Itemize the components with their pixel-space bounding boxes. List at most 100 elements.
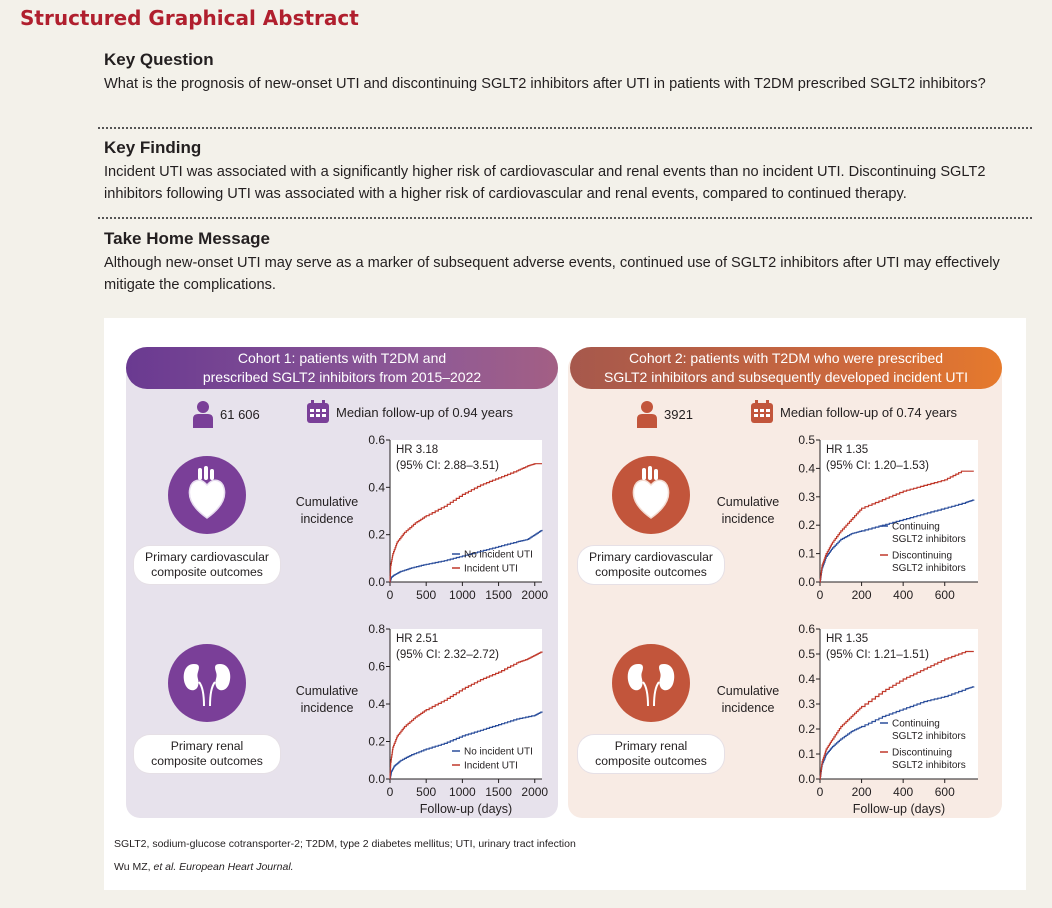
x-tick-label: 500 (416, 785, 436, 799)
heart-icon (188, 466, 226, 519)
y-tick-label: 0.1 (798, 747, 815, 761)
citation: Wu MZ, et al. European Heart Journal. (114, 861, 294, 873)
legend-label: Discontinuing (892, 551, 952, 562)
x-axis-label: Follow-up (days) (853, 802, 945, 816)
y-tick-label: 0.3 (798, 697, 815, 711)
person-icon (637, 401, 657, 428)
calendar-icon (307, 400, 329, 423)
kidney-icon (627, 664, 675, 707)
hr-label: HR 2.51 (396, 633, 438, 645)
legend-label: SGLT2 inhibitors (892, 731, 966, 742)
y-tick-label: 0.4 (798, 672, 815, 686)
x-tick-label: 400 (893, 588, 913, 602)
cohort1-patient-count: 61 606 (192, 400, 260, 428)
y-tick-label: 0.4 (798, 461, 815, 475)
cohort1-title-line2: prescribed SGLT2 inhibitors from 2015–20… (202, 369, 482, 385)
series-line (819, 686, 975, 780)
y-tick-label: 0.1 (798, 547, 815, 561)
cohort1-followup: Median follow-up of 0.94 years (306, 400, 513, 424)
cohort2-cv-label-line1: Primary cardiovascular (589, 550, 713, 564)
series-line (819, 499, 975, 583)
series-line (389, 651, 543, 780)
x-tick-label: 600 (935, 588, 955, 602)
x-tick-label: 0 (817, 588, 824, 602)
x-tick-label: 2000 (521, 588, 548, 602)
ylabel-line2: incidence (721, 701, 775, 715)
cohort2-followup-text: Median follow-up of 0.74 years (780, 404, 958, 420)
plot-area (820, 440, 978, 582)
graphical-panel: Cohort 1: patients with T2DM and prescri… (104, 318, 1026, 890)
kidney-icon (183, 664, 231, 707)
cohort2-title-line2: SGLT2 inhibitors and subsequently develo… (604, 369, 968, 385)
legend-label: No incident UTI (464, 550, 533, 561)
ylabel-line1: Cumulative (716, 495, 780, 509)
take-home-section: Take Home Message Although new-onset UTI… (104, 229, 1024, 296)
y-tick-label: 0.2 (798, 518, 815, 532)
legend-label: Continuing (892, 522, 940, 533)
chart-c1-cardiovascular: 0.0 0.2 0.4 0.6 0 500 1000 1500 2000 HR 3.18 (95% … (368, 433, 548, 602)
ci-label: (95% CI: 1.21–1.51) (826, 649, 929, 661)
x-tick-label: 1500 (485, 588, 512, 602)
series-line (389, 463, 542, 583)
legend-label: SGLT2 inhibitors (892, 563, 966, 574)
cohort2-patients: 3921 (664, 406, 693, 422)
plot-area (390, 440, 542, 582)
divider (98, 127, 1032, 129)
cohort2-kidney-circle (612, 644, 690, 722)
cohort1-renal-label-line1: Primary renal (170, 739, 244, 753)
person-icon (193, 401, 213, 428)
take-home-text: Although new-onset UTI may serve as a ma… (104, 255, 1000, 293)
ylabel-c1-renal: Cumulative incidence (287, 683, 367, 717)
x-tick-label: 200 (852, 785, 872, 799)
hr-label: HR 3.18 (396, 444, 438, 456)
x-tick-label: 0 (387, 588, 394, 602)
x-tick-label: 500 (416, 588, 436, 602)
ylabel-line1: Cumulative (295, 495, 359, 509)
ylabel-c2-cv: Cumulative incidence (708, 494, 788, 528)
key-finding-heading: Key Finding (104, 138, 202, 157)
cohort2-followup: Median follow-up of 0.74 years (750, 400, 957, 424)
y-tick-label: 0.8 (368, 622, 385, 636)
cohort2-renal-label: Primary renal composite outcomes (578, 735, 724, 773)
x-tick-label: 1000 (449, 588, 476, 602)
cohort1-renal-label-line2: composite outcomes (151, 754, 263, 768)
x-tick-label: 2000 (521, 785, 548, 799)
x-tick-label: 1500 (485, 785, 512, 799)
y-tick-label: 0.6 (368, 433, 385, 447)
x-tick-label: 400 (893, 785, 913, 799)
y-tick-label: 0.5 (798, 647, 815, 661)
y-tick-label: 0.5 (798, 433, 815, 447)
heart-icon (632, 466, 670, 519)
legend-label: Incident UTI (464, 761, 518, 772)
legend-label: Discontinuing (892, 748, 952, 759)
chart-c1-renal: 0.0 0.2 0.4 0.6 0.8 0 500 1000 1500 2000 HR 2.51 (9… (368, 622, 548, 816)
x-tick-label: 200 (852, 588, 872, 602)
chart-c2-renal: 0.0 0.1 0.2 0.3 0.4 0.5 0.6 0 200 400 600 HR 1.35 (9… (798, 622, 978, 816)
legend-label: SGLT2 inhibitors (892, 534, 966, 545)
key-finding-text: Incident UTI was associated with a signi… (104, 164, 986, 202)
cohort2-header: Cohort 2: patients with T2DM who were pr… (570, 347, 1002, 389)
legend-label: No incident UTI (464, 747, 533, 758)
y-tick-label: 0.0 (798, 772, 815, 786)
cohort1-cv-label: Primary cardiovascular composite outcome… (134, 546, 280, 584)
hr-label: HR 1.35 (826, 633, 868, 645)
cohort1-kidney-circle (168, 644, 246, 722)
ylabel-line2: incidence (721, 512, 775, 526)
y-tick-label: 0.2 (368, 735, 385, 749)
key-question-section: Key Question What is the prognosis of ne… (104, 50, 1024, 95)
x-tick-label: 600 (935, 785, 955, 799)
cohort2-cv-label: Primary cardiovascular composite outcome… (578, 546, 724, 584)
take-home-heading: Take Home Message (104, 229, 270, 248)
series-line (819, 650, 974, 780)
key-finding-section: Key Finding Incident UTI was associated … (104, 138, 1024, 205)
series-line (819, 470, 974, 583)
ylabel-line1: Cumulative (295, 684, 359, 698)
chart-c2-cardiovascular: 0.0 0.1 0.2 0.3 0.4 0.5 0 200 400 600 HR 1.35 (95% … (798, 433, 978, 602)
ylabel-line2: incidence (300, 512, 354, 526)
y-tick-label: 0.0 (368, 575, 385, 589)
legend-label: Incident UTI (464, 564, 518, 575)
plot-area (820, 629, 978, 779)
legend-label: Continuing (892, 719, 940, 730)
page-title: Structured Graphical Abstract (20, 6, 359, 30)
cohort1-cv-label-line1: Primary cardiovascular (145, 550, 269, 564)
